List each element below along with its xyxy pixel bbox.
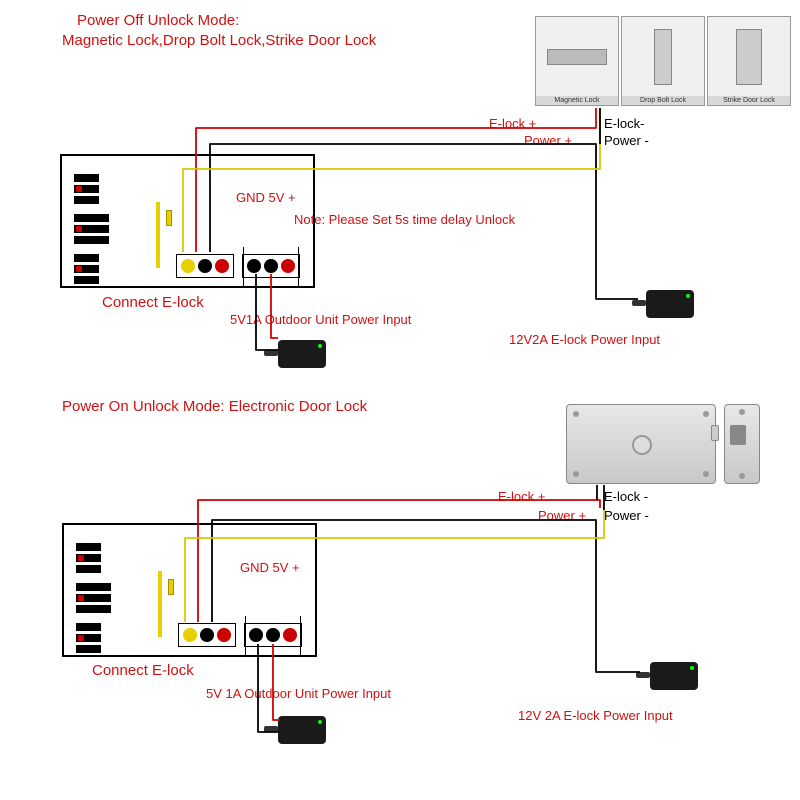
power-adapter-12v-1 [632,288,712,328]
adapter-5v-label-1: 5V1A Outdoor Unit Power Input [230,312,411,327]
elock-terminal-1 [176,254,234,278]
elock-terminal-2 [178,623,236,647]
connect-elock-label-1: Connect E-lock [102,294,204,311]
elock-minus-label-1: E-lock- [604,116,644,131]
jumper-1 [166,210,172,226]
elock-minus-label-2: E-lock - [604,489,648,504]
power-adapter-5v-1 [264,338,344,378]
drop-bolt-lock-img: Drop Bolt Lock [621,16,705,106]
yellow-bar-1 [156,202,160,268]
note-label-1: Note: Please Set 5s time delay Unlock [294,212,515,227]
mode1-title: Power Off Unlock Mode: [77,12,239,29]
adapter-12v-label-1: 12V2A E-lock Power Input [509,332,660,347]
adapter-5v-label-2: 5V 1A Outdoor Unit Power Input [206,686,391,701]
controller-box-2 [62,523,317,657]
power-plus-label-2: Power + [538,508,586,523]
power-minus-label-2: Power - [604,508,649,523]
mode1-subtitle: Magnetic Lock,Drop Bolt Lock,Strike Door… [62,32,376,49]
power-plus-label-1: Power + [524,133,572,148]
power-terminal-2 [244,623,302,647]
elock-plus-label-1: E-lock + [489,116,536,131]
power-adapter-12v-2 [636,660,716,700]
strike-door-lock-img: Strike Door Lock [707,16,791,106]
yellow-bar-2 [158,571,162,637]
electronic-lock-img [566,404,760,484]
power-adapter-5v-2 [264,714,344,754]
controller-box-1 [60,154,315,288]
connect-elock-label-2: Connect E-lock [92,662,194,679]
gnd-5v-label-1: GND 5V + [236,190,296,205]
mode2-title: Power On Unlock Mode: Electronic Door Lo… [62,398,367,415]
power-terminal-1 [242,254,300,278]
gnd-5v-label-2: GND 5V + [240,560,300,575]
power-minus-label-1: Power - [604,133,649,148]
jumper-2 [168,579,174,595]
magnetic-lock-img: Magnetic Lock [535,16,619,106]
elock-plus-label-2: E-lock + [498,489,545,504]
adapter-12v-label-2: 12V 2A E-lock Power Input [518,708,673,723]
